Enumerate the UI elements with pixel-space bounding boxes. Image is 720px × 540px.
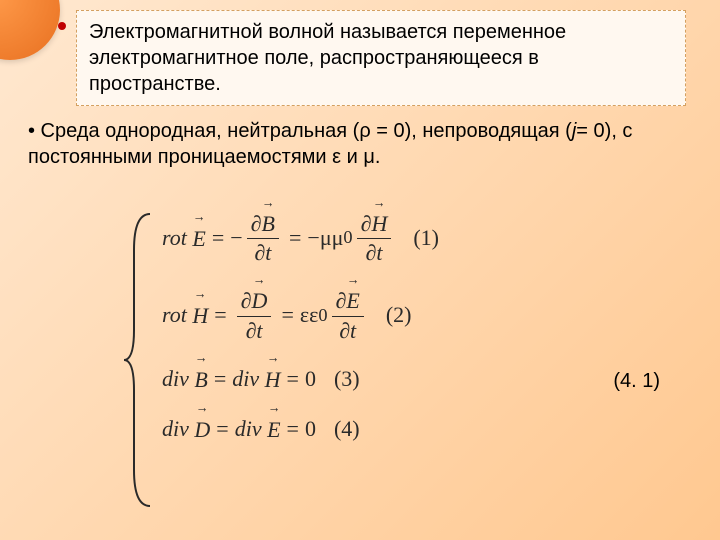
eq3-zero: 0 [305, 366, 316, 392]
eq3-vec-H: H [265, 365, 281, 393]
definition-text: Электромагнитной волной называется перем… [89, 21, 566, 95]
equation-4: div D = div E = 0 (4) [162, 415, 439, 443]
eq1-rot: rot [162, 225, 187, 251]
eq3-div2: div [232, 366, 259, 392]
eq3-number: (3) [334, 366, 360, 392]
equation-3: div B = div H = 0 (3) [162, 365, 439, 393]
eq3-vec-B: B [194, 365, 207, 393]
eq2-vec-H: H [192, 301, 208, 329]
equation-2: rot H = ∂D ∂t = εε0 ∂E ∂t (2) [162, 287, 439, 342]
eq1-frac1: ∂B ∂t [247, 210, 279, 265]
eq3-div1: div [162, 366, 189, 392]
eq1-eq1: = [212, 225, 224, 251]
eq2-frac1: ∂D ∂t [237, 287, 272, 342]
conditions-prefix: • Среда однородная, нейтральная (ρ = 0),… [28, 120, 572, 142]
corner-accent-circle [0, 0, 60, 60]
eq2-eq1: = [214, 302, 226, 328]
eq2-rot: rot [162, 302, 187, 328]
eq2-eps: εε [300, 302, 318, 328]
conditions-text: • Среда однородная, нейтральная (ρ = 0),… [28, 118, 688, 170]
definition-box: Электромагнитной волной называется перем… [76, 10, 686, 106]
eq4-vec-E: E [267, 415, 280, 443]
eq1-eq2: = [289, 225, 301, 251]
eq1-frac2: ∂H ∂t [357, 210, 392, 265]
eq1-minus2: − [307, 225, 319, 251]
eq4-div2: div [235, 416, 262, 442]
eq1-minus1: − [230, 225, 242, 251]
equations-container: rot E = − ∂B ∂t = − μμ0 ∂H ∂t (1) rot H … [162, 210, 439, 443]
title-bullet-icon [58, 22, 66, 30]
eq4-number: (4) [334, 416, 360, 442]
equation-1: rot E = − ∂B ∂t = − μμ0 ∂H ∂t (1) [162, 210, 439, 265]
eq1-number: (1) [413, 225, 439, 251]
left-brace-icon [120, 210, 160, 510]
eq4-div1: div [162, 416, 189, 442]
eq2-frac2: ∂E ∂t [332, 287, 364, 342]
eq1-vec-E: E [192, 224, 205, 252]
equation-reference: (4. 1) [613, 370, 660, 393]
eq4-vec-D: D [194, 415, 210, 443]
eq1-mu: μμ [320, 225, 344, 251]
eq2-eq2: = [281, 302, 293, 328]
eq4-zero: 0 [305, 416, 316, 442]
eq2-number: (2) [386, 302, 412, 328]
